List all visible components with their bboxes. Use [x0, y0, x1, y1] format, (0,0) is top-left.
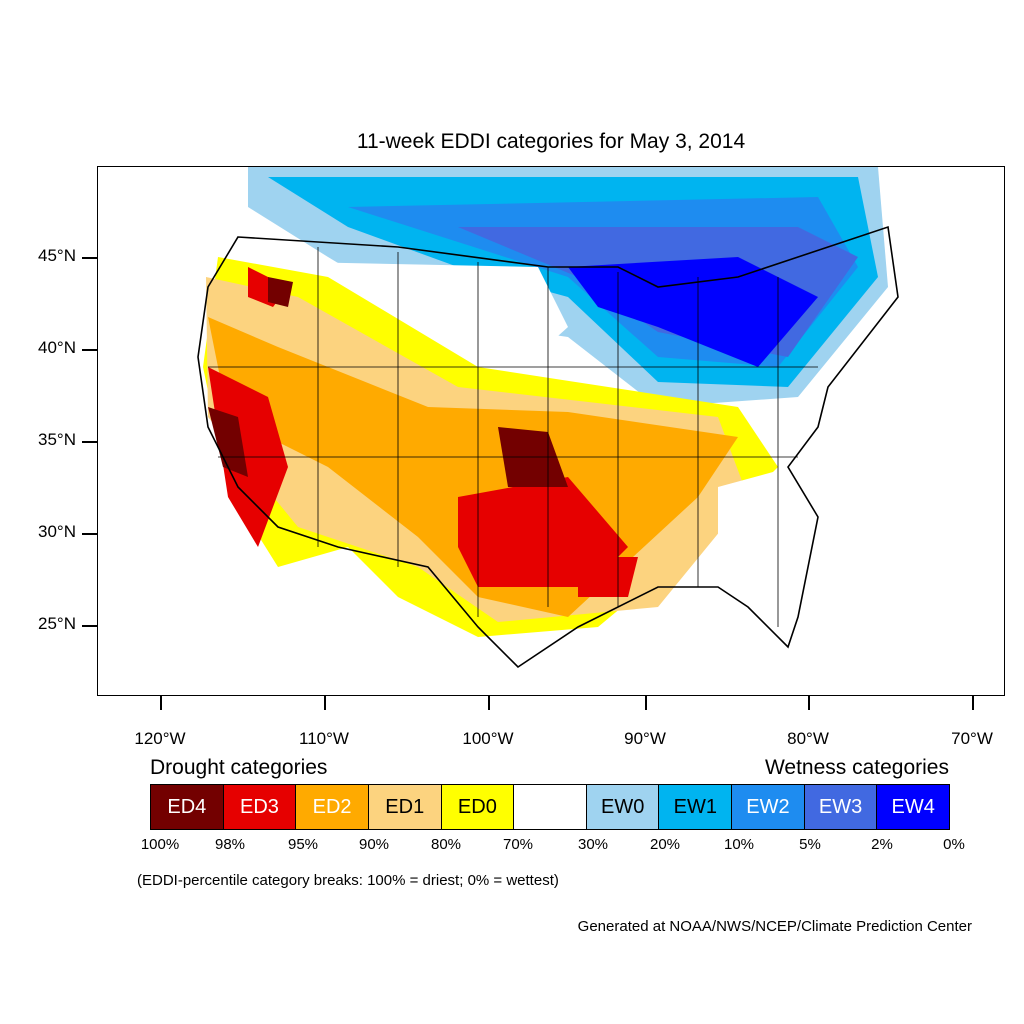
- eddi-map: [97, 166, 1005, 696]
- legend-label: EW3: [818, 795, 863, 818]
- lon-label-80w: 80°W: [787, 729, 829, 748]
- wet-band-ew4: [568, 257, 818, 367]
- legend-label: ED4: [167, 795, 207, 818]
- state-borders: [208, 247, 818, 627]
- lat-tick: [82, 441, 97, 443]
- percentile-break: 10%: [723, 836, 755, 853]
- lon-label-90w: 90°W: [624, 729, 666, 748]
- percentile-break: 100%: [140, 836, 180, 853]
- lon-tick: [808, 696, 810, 710]
- neutral-area-southeast: [718, 457, 828, 587]
- percentile-break: 98%: [214, 836, 246, 853]
- dry-band-ed4: [208, 277, 568, 487]
- legend-swatch-ew1: EW1: [659, 785, 733, 829]
- category-note: (EDDI-percentile category breaks: 100% =…: [137, 872, 559, 889]
- percentile-break: 30%: [577, 836, 609, 853]
- percentile-break: 2%: [871, 836, 893, 853]
- lon-label-70w: 70°W: [951, 729, 993, 748]
- lon-tick: [160, 696, 162, 710]
- lat-label-40: 40°N: [38, 338, 76, 357]
- legend-swatch-ed2: ED2: [296, 785, 369, 829]
- lon-tick: [488, 696, 490, 710]
- lat-tick: [82, 625, 97, 627]
- percentile-break: 95%: [287, 836, 319, 853]
- lon-label-100w: 100°W: [462, 729, 514, 748]
- legend-label: ED1: [385, 795, 425, 818]
- legend-label: ED2: [312, 795, 352, 818]
- legend-label: EW1: [673, 795, 717, 818]
- lat-label-35: 35°N: [38, 430, 76, 449]
- legend-swatch-ed0: ED0: [441, 785, 515, 829]
- legend-label: ED0: [457, 795, 497, 818]
- percentile-break: 20%: [649, 836, 681, 853]
- legend-label: EW0: [600, 795, 645, 818]
- legend-swatch-ed4: ED4: [151, 785, 224, 829]
- lon-label-110w: 110°W: [299, 729, 349, 748]
- legend-swatch-ed3: ED3: [223, 785, 297, 829]
- dry-band-ed3: [208, 267, 638, 597]
- percentile-break: 70%: [502, 836, 534, 853]
- credit-line: Generated at NOAA/NWS/NCEP/Climate Predi…: [577, 918, 972, 935]
- lat-tick: [82, 349, 97, 351]
- category-legend: ED4 ED3 ED2 ED1 ED0 EW0 EW1 EW2 EW3 EW4: [150, 784, 950, 830]
- legend-swatch-ew4: EW4: [877, 785, 950, 829]
- map-title: 11-week EDDI categories for May 3, 2014: [356, 130, 746, 153]
- lat-label-25: 25°N: [38, 614, 76, 633]
- legend-label: EW2: [746, 795, 790, 818]
- lat-label-45: 45°N: [38, 246, 76, 265]
- eddi-map-canvas: [197, 167, 899, 669]
- legend-label: EW4: [891, 795, 935, 818]
- lon-tick: [645, 696, 647, 710]
- us-outline: [197, 225, 899, 669]
- legend-swatch-ed1: ED1: [368, 785, 442, 829]
- lat-tick: [82, 257, 97, 259]
- percentile-break: 80%: [430, 836, 462, 853]
- lon-tick: [972, 696, 974, 710]
- lat-tick: [82, 533, 97, 535]
- percentile-break: 5%: [799, 836, 821, 853]
- percentile-break: 0%: [943, 836, 965, 853]
- legend-swatch-ew0: EW0: [586, 785, 660, 829]
- legend-label: ED3: [240, 795, 279, 818]
- legend-swatch-ew3: EW3: [804, 785, 878, 829]
- wetness-heading: Wetness categories: [764, 756, 949, 779]
- lon-tick: [324, 696, 326, 710]
- legend-swatch-ew2: EW2: [732, 785, 805, 829]
- percentile-break: 90%: [358, 836, 390, 853]
- lat-label-30: 30°N: [38, 522, 76, 541]
- drought-heading: Drought categories: [150, 756, 328, 779]
- lon-label-120w: 120°W: [134, 729, 186, 748]
- legend-swatch-neutral: [514, 785, 587, 829]
